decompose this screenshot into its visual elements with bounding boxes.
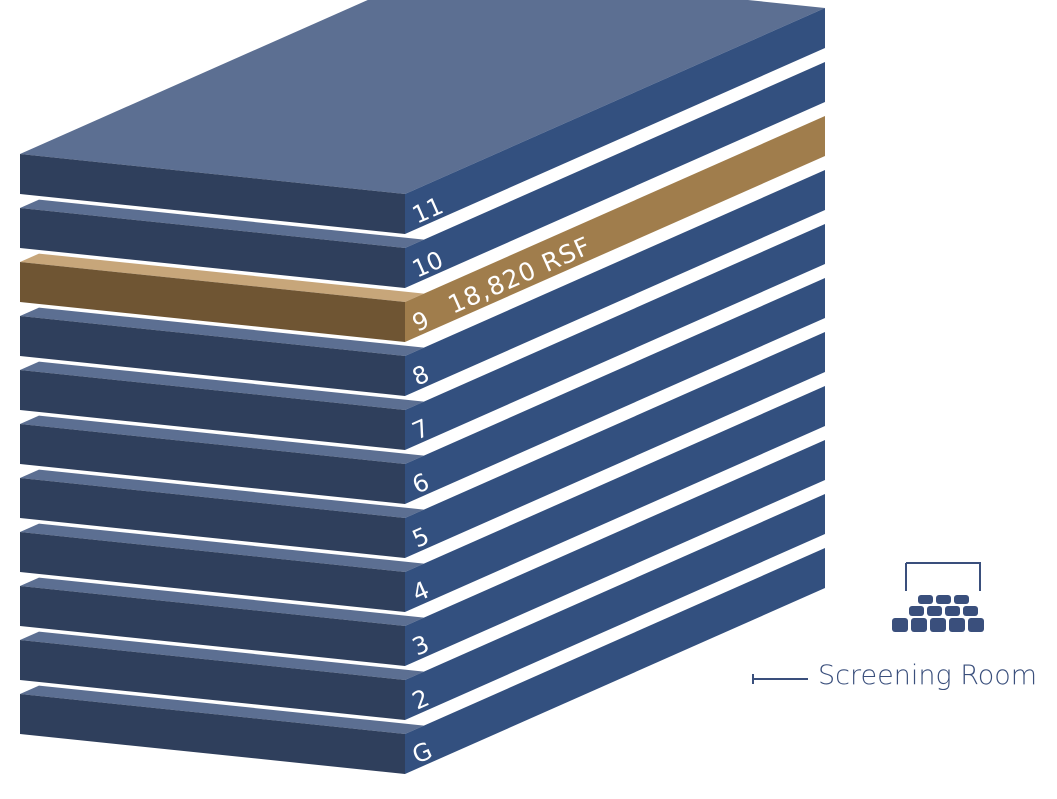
floor-7: 7 <box>20 224 825 450</box>
floor-side-face <box>405 278 825 504</box>
floor-top-face <box>20 199 424 248</box>
floor-front-face <box>20 262 405 342</box>
floor-front-face <box>20 154 405 234</box>
floor-5: 5 <box>20 332 825 558</box>
floor-side-face <box>405 62 825 288</box>
floor-side-face <box>405 440 825 666</box>
floor-front-face <box>20 424 405 504</box>
floor-4: 4 <box>20 386 825 612</box>
floor-top-face <box>20 415 424 464</box>
floor-3: 3 <box>20 440 825 666</box>
floor-front-face <box>20 694 405 774</box>
floor-10: 10 <box>20 62 825 288</box>
floor-top-face <box>20 0 825 194</box>
floor-11: 11 <box>20 0 825 234</box>
floor-2: 2 <box>20 494 825 720</box>
floor-top-face <box>20 469 424 518</box>
legend-connector <box>752 674 808 684</box>
floor-front-face <box>20 370 405 450</box>
floor-8: 8 <box>20 170 825 396</box>
floor-front-face <box>20 478 405 558</box>
floor-side-face <box>405 332 825 558</box>
floor-top-face <box>20 361 424 410</box>
floor-side-face <box>405 170 825 396</box>
floor-6: 6 <box>20 278 825 504</box>
screening-room-icon <box>892 562 984 632</box>
floor-front-face <box>20 532 405 612</box>
floor-top-face <box>20 577 424 626</box>
floor-side-face <box>405 224 825 450</box>
floor-top-face <box>20 685 424 734</box>
floor-top-face <box>20 307 424 356</box>
floor-side-face <box>405 494 825 720</box>
floor-top-face <box>20 631 424 680</box>
screening-room-label: Screening Room <box>818 660 1038 691</box>
floor-side-face <box>405 116 825 342</box>
floor-front-face <box>20 586 405 666</box>
floor-front-face <box>20 208 405 288</box>
floor-side-face <box>405 8 825 234</box>
floor-top-face <box>20 523 424 572</box>
floor-G: G <box>20 548 825 774</box>
floor-side-face <box>405 386 825 612</box>
floor-side-face <box>405 548 825 774</box>
floor-front-face <box>20 316 405 396</box>
floor-top-face <box>20 253 424 302</box>
floor-front-face <box>20 640 405 720</box>
